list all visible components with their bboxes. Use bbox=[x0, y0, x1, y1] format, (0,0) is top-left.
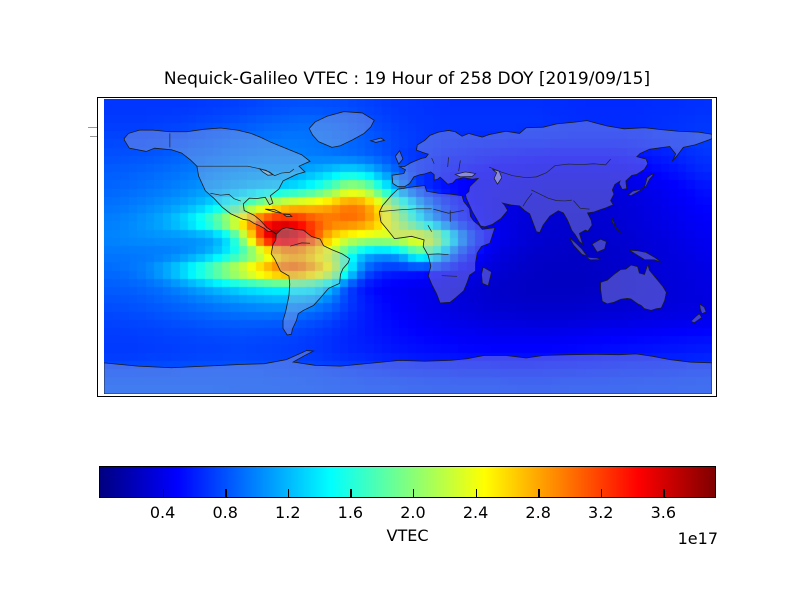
colorbar-tick-label: 3.2 bbox=[588, 503, 614, 522]
colorbar-tick-label: 1.2 bbox=[275, 503, 301, 522]
colorbar-tick-label: 2.8 bbox=[525, 503, 551, 522]
vtec-heatmap bbox=[104, 99, 712, 394]
colorbar bbox=[99, 466, 716, 498]
plot-title: Nequick-Galileo VTEC : 19 Hour of 258 DO… bbox=[163, 69, 651, 89]
colorbar-axis-label: VTEC bbox=[386, 526, 429, 545]
colorbar-tick bbox=[287, 489, 290, 497]
colorbar-gradient bbox=[100, 467, 715, 497]
coastline-spillover-artifact bbox=[88, 127, 97, 128]
colorbar-tick bbox=[600, 489, 603, 497]
colorbar-tick bbox=[225, 489, 227, 497]
colorbar-tick bbox=[162, 489, 164, 497]
world-map-overlay bbox=[104, 99, 712, 394]
colorbar-tick-label: 0.8 bbox=[212, 503, 238, 522]
colorbar-tick-label: 2.0 bbox=[400, 503, 426, 522]
colorbar-tick bbox=[350, 489, 352, 497]
colorbar-tick bbox=[412, 489, 415, 497]
colorbar-tick-label: 0.4 bbox=[149, 503, 176, 522]
landmasses-icon bbox=[104, 112, 712, 394]
colorbar-tick bbox=[538, 489, 540, 497]
colorbar-tick bbox=[475, 489, 477, 497]
colorbar-tick-label: 3.6 bbox=[650, 503, 677, 522]
coastline-spillover-artifact bbox=[90, 136, 97, 137]
colorbar-exponent-label: 1e17 bbox=[677, 529, 718, 548]
colorbar-tick-label: 1.6 bbox=[337, 503, 364, 522]
colorbar-tick bbox=[663, 489, 665, 497]
colorbar-tick-label: 2.4 bbox=[462, 503, 489, 522]
